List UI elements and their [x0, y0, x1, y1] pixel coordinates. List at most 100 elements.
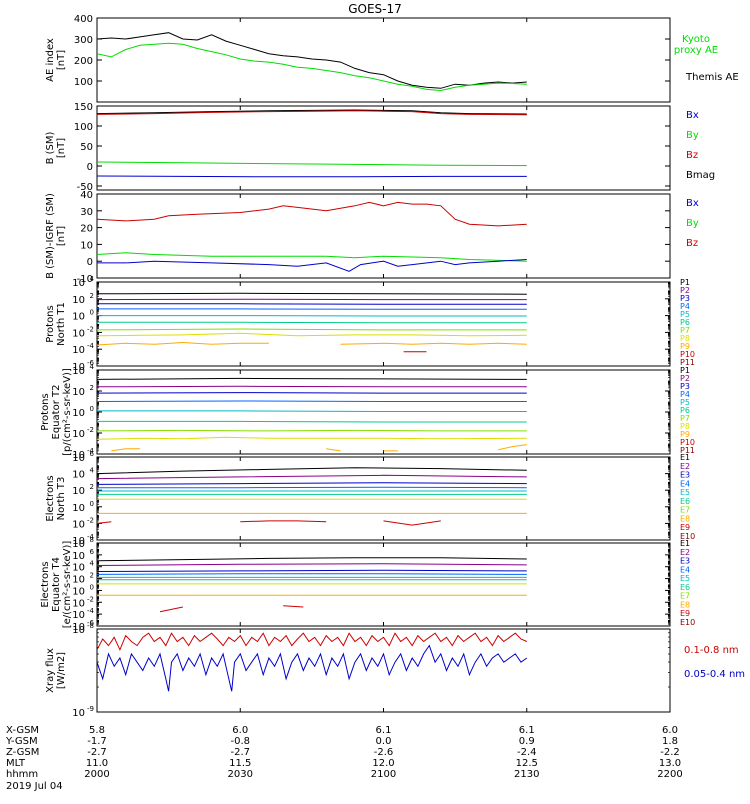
y-axis-label: [nT] [56, 226, 67, 246]
series-line-p1 [97, 293, 527, 294]
y-tick-label: 10 [72, 486, 85, 497]
y-tick-label: 10 [72, 408, 85, 419]
legend-label: Themis AE [685, 72, 739, 83]
x-tick-value: 11.0 [86, 758, 108, 769]
y-tick-label: 10 [72, 551, 85, 562]
series-line-bz [97, 202, 527, 226]
series-line-p9 [97, 343, 269, 346]
series-line-0-1-0-8-nm [97, 633, 527, 650]
series-line-e9b [240, 521, 326, 522]
series-line-bx [97, 260, 527, 272]
y-tick-exponent: 4 [90, 467, 95, 475]
x-row-label: hhmm [6, 769, 38, 780]
panel-frame [97, 282, 670, 366]
series-line-p1 [97, 378, 527, 379]
series-line-e2 [97, 475, 527, 478]
series-line-themis-ae [97, 33, 527, 89]
series-line-p4 [97, 401, 527, 402]
y-axis-label: Xray flux [45, 648, 56, 693]
y-tick-label: 400 [74, 14, 93, 25]
y-axis-label: Equator T2 [51, 385, 62, 440]
x-tick-value: 2000 [84, 769, 109, 780]
x-tick-value: 2200 [657, 769, 682, 780]
y-tick-exponent: 2 [90, 572, 94, 580]
legend-label: E7 [680, 506, 690, 515]
y-tick-exponent: -4 [87, 607, 95, 615]
y-tick-label: 150 [74, 102, 93, 113]
y-tick-label: 300 [74, 35, 93, 46]
y-tick-exponent: 0 [90, 405, 94, 413]
series-line-p9 [111, 449, 140, 451]
y-tick-label: 10 [72, 328, 85, 339]
y-tick-label: 100 [74, 122, 93, 133]
x-row-label: 2019 Jul 04 [6, 781, 63, 792]
legend-label: Bz [686, 150, 698, 161]
y-axis-label: B (SM) [45, 131, 56, 164]
series-line-p8 [97, 437, 527, 439]
y-axis-label: North T3 [56, 477, 67, 521]
y-tick-exponent: 6 [90, 548, 95, 556]
legend-label: E1 [680, 453, 690, 462]
legend-label: E5 [680, 488, 690, 497]
y-tick-label: 10 [80, 240, 93, 251]
y-tick-exponent: 0 [90, 309, 94, 317]
y-axis-label: Equator T4 [51, 557, 62, 612]
x-row-label: Y-GSM [5, 736, 38, 747]
y-tick-exponent: -2 [87, 516, 94, 524]
series-line-p8 [97, 333, 527, 336]
y-tick-label: 10 [72, 586, 85, 597]
series-line-p7 [97, 329, 527, 330]
legend-label: E3 [680, 557, 690, 566]
legend-label: E5 [680, 574, 690, 583]
x-tick-value: -2.4 [517, 747, 537, 758]
series-line-e2 [97, 564, 527, 566]
series-line-by [97, 253, 527, 261]
y-tick-label: 10 [72, 519, 85, 530]
x-tick-value: 2030 [228, 769, 253, 780]
x-tick-value: 2100 [371, 769, 396, 780]
y-tick-label: 10 [72, 563, 85, 574]
legend-label: E9 [680, 523, 690, 532]
x-row-label: X-GSM [6, 725, 39, 736]
y-tick-exponent: 2 [90, 384, 94, 392]
legend-label: E8 [680, 600, 690, 609]
y-tick-label: 20 [80, 224, 93, 235]
series-line-e9a [160, 607, 183, 612]
series-line-p6 [97, 421, 527, 422]
legend-label: E7 [680, 592, 690, 601]
y-axis-label: B (SM)-IGRF (SM) [45, 193, 56, 279]
y-tick-label: 10 [72, 278, 85, 289]
y-tick-exponent: -8 [87, 622, 94, 630]
legend-label: E8 [680, 514, 690, 523]
x-tick-value: 11.5 [229, 758, 251, 769]
y-tick-label: 10 [72, 470, 85, 481]
y-tick-label: 40 [80, 190, 93, 201]
legend-label: E9 [680, 609, 690, 618]
x-tick-value: 6.0 [662, 725, 678, 736]
series-line-e9c [384, 521, 441, 525]
y-tick-label: 10 [72, 366, 85, 377]
y-tick-exponent: 4 [90, 363, 95, 371]
panel-frame [97, 18, 670, 102]
y-axis-label: Protons [40, 393, 51, 430]
series-line-e1 [97, 558, 527, 561]
x-tick-value: -2.7 [230, 747, 250, 758]
legend-label: By [686, 218, 699, 229]
x-tick-value: 12.0 [372, 758, 394, 769]
series-line-p7 [97, 430, 527, 431]
y-tick-exponent: 0 [90, 583, 94, 591]
series-line-by [97, 162, 527, 166]
y-axis-label: Electrons [45, 475, 56, 521]
x-tick-value: 6.0 [232, 725, 248, 736]
y-tick-label: 30 [80, 207, 93, 218]
x-tick-value: 13.0 [659, 758, 681, 769]
y-tick-label: 100 [74, 77, 93, 88]
x-tick-value: 12.5 [516, 758, 538, 769]
y-axis-label: AE index [45, 38, 56, 82]
y-tick-label: 10 [72, 539, 85, 550]
